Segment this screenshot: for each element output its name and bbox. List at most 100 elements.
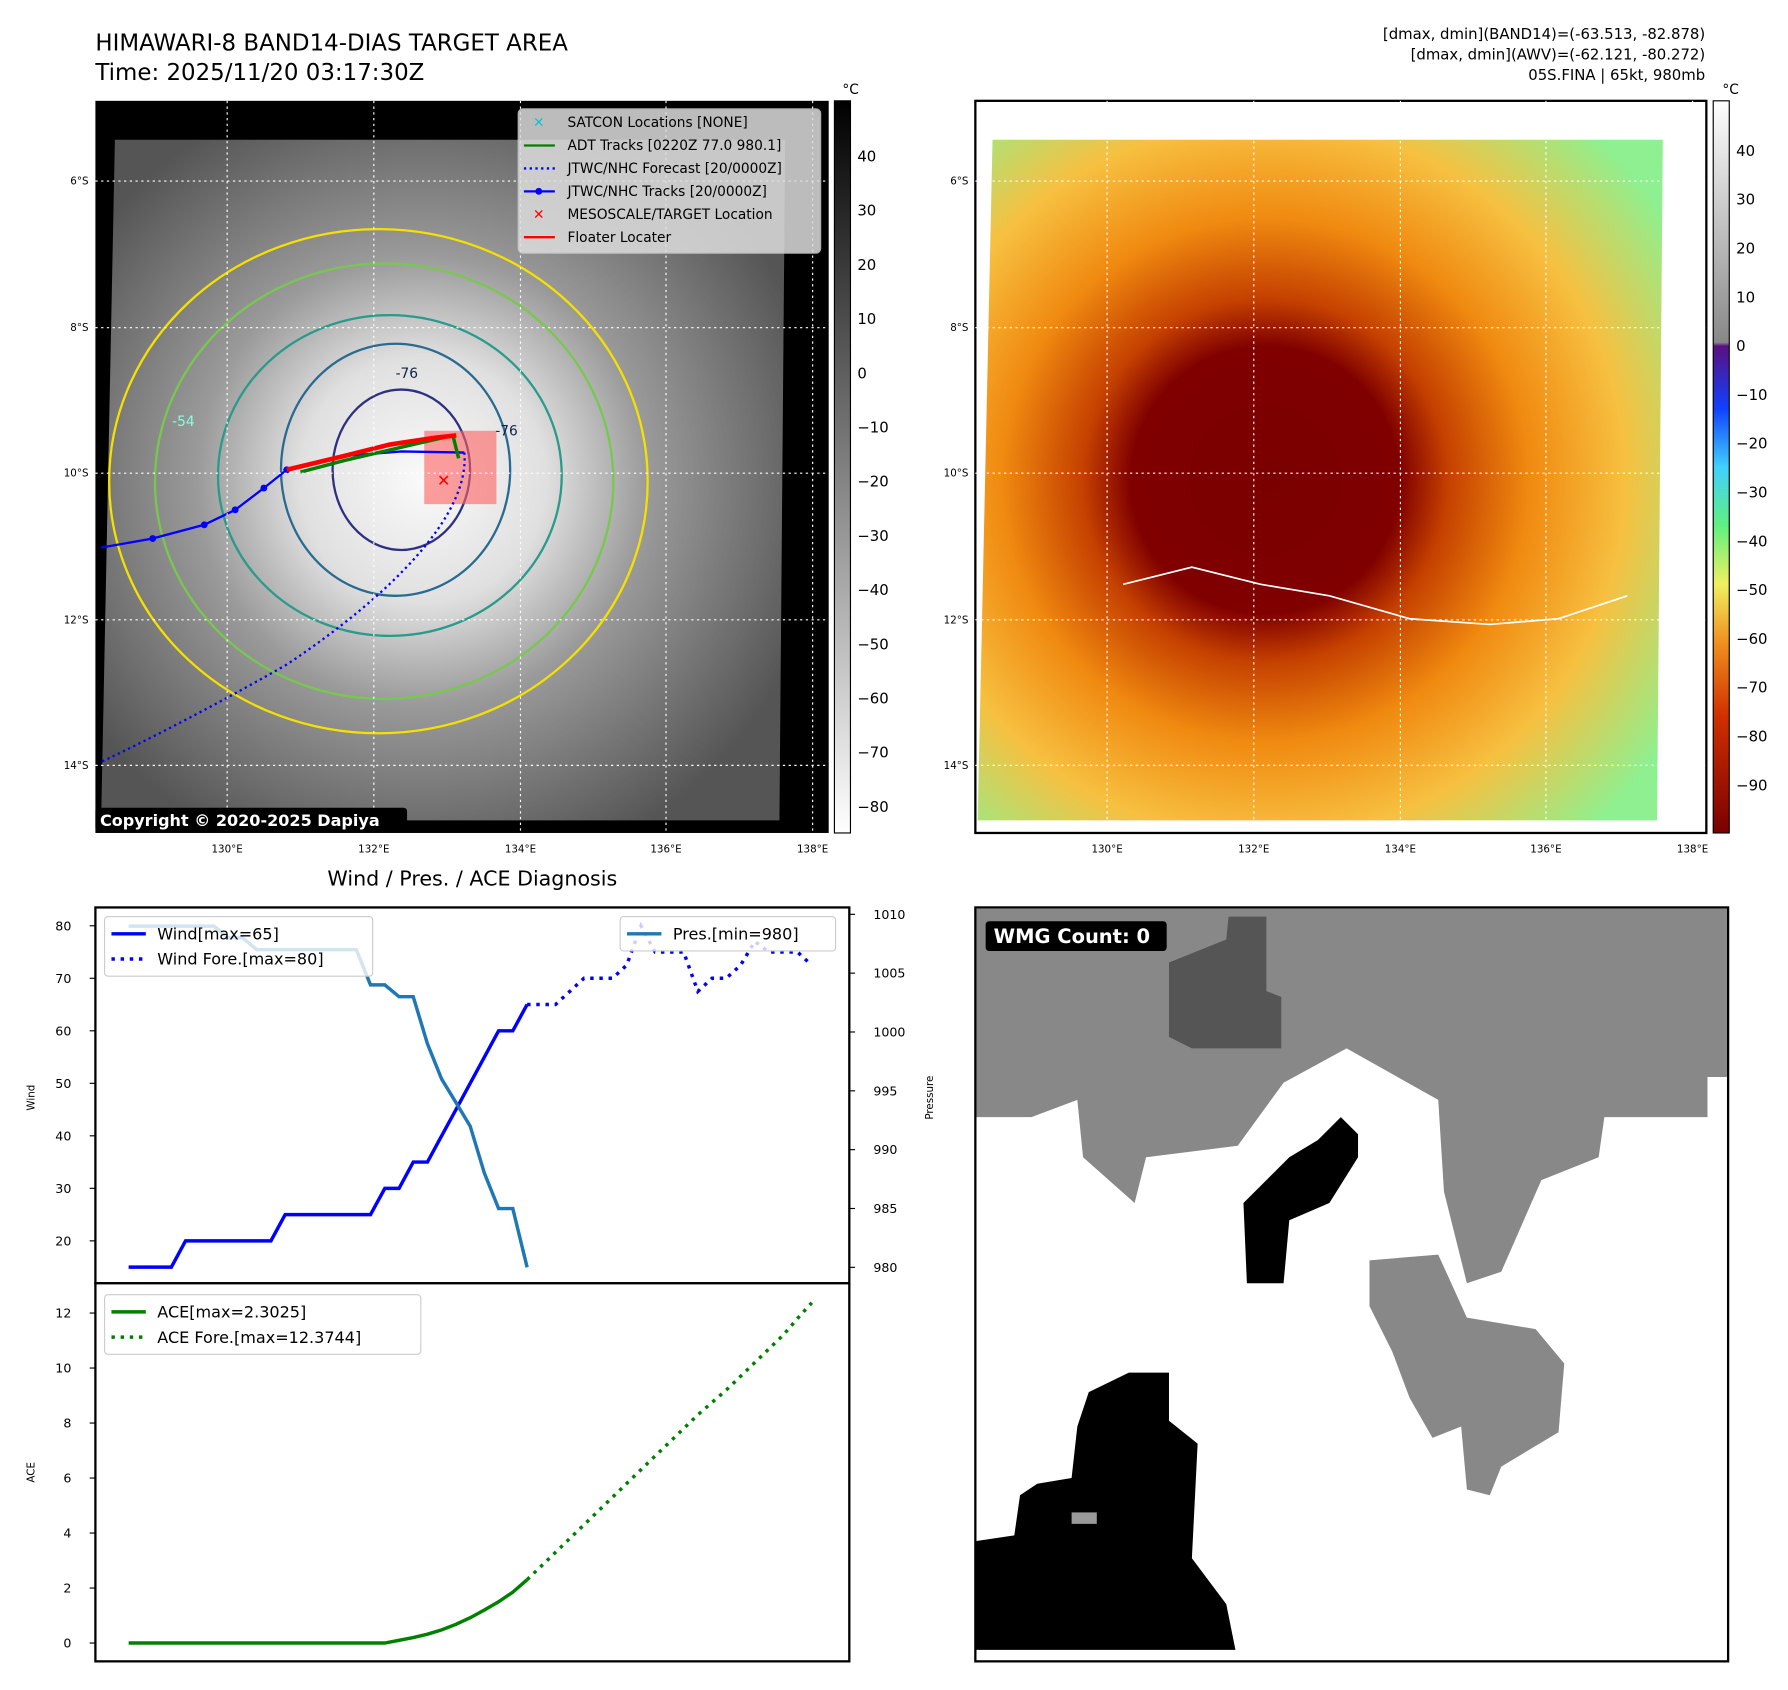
wind-tick-label: 80 xyxy=(55,918,71,933)
legend-label: JTWC/NHC Tracks [20/0000Z] xyxy=(566,184,766,200)
wind-tick-label: 40 xyxy=(55,1128,71,1143)
lon-tick-label: 132°E xyxy=(358,843,389,855)
lat-tick-label: 6°S xyxy=(950,175,968,187)
info-band14: [dmax, dmin](BAND14)=(-63.513, -82.878) xyxy=(1383,25,1705,43)
colorbar-right xyxy=(1712,100,1730,834)
legend-label: Wind[max=65] xyxy=(157,925,279,944)
copyright-box xyxy=(95,807,408,831)
target-marker-icon: ✕ xyxy=(437,471,450,490)
contour-label: -76 xyxy=(396,366,418,382)
colorbar-tick-label: −50 xyxy=(857,635,888,653)
pressure-tick-label: 1010 xyxy=(873,907,905,922)
wind-tick-label: 50 xyxy=(55,1076,71,1091)
wmg-region-gray xyxy=(1071,1512,1097,1524)
chart-legend xyxy=(103,1294,422,1355)
floater-box xyxy=(424,430,497,505)
wmg-region-gray xyxy=(976,908,1727,1284)
legend-label: Pres.[min=980] xyxy=(673,925,799,944)
info-awv: [dmax, dmin](AWV)=(-62.121, -80.272) xyxy=(1411,46,1706,64)
series-windline xyxy=(128,1003,529,1269)
ace-tick-label: 6 xyxy=(63,1471,71,1486)
colorbar-tick-label: 30 xyxy=(857,202,876,220)
ace-tick-label: 4 xyxy=(63,1526,71,1541)
ace-tick-label: 8 xyxy=(63,1416,71,1431)
coastline xyxy=(1122,566,1628,626)
pressure-axis-label: Pressure xyxy=(924,1076,936,1120)
figure-title: HIMAWARI-8 BAND14-DIAS TARGET AREA xyxy=(95,30,568,56)
ace-tick-label: 0 xyxy=(63,1636,71,1651)
forecast-track xyxy=(100,452,466,763)
wind-tick-label: 30 xyxy=(55,1181,71,1196)
lat-tick-label: 6°S xyxy=(70,175,88,187)
ir-map-panel: -54 -76 -76 ✕ ✕ SATCON Locations [NONE] AD… xyxy=(95,100,829,833)
floater-track xyxy=(286,433,457,472)
wind-axis-label: Wind xyxy=(26,1085,38,1111)
lon-tick-label: 136°E xyxy=(1530,843,1561,855)
colorbar-tick-label: −90 xyxy=(1736,776,1767,794)
colorbar-tick-label: −20 xyxy=(857,473,888,491)
satcon-marker-icon: ✕ xyxy=(533,115,545,131)
legend-label: Floater Locater xyxy=(567,230,671,246)
legend-label: JTWC/NHC Forecast [20/0000Z] xyxy=(566,161,781,177)
colorbar-tick-label: −50 xyxy=(1736,581,1767,599)
map-legend xyxy=(517,108,822,254)
colorbar-tick-label: −10 xyxy=(1736,386,1767,404)
wmg-count-label: WMG Count: 0 xyxy=(994,925,1150,948)
ace-tick-label: 10 xyxy=(55,1361,71,1376)
colorbar-tick-label: −10 xyxy=(857,419,888,437)
lat-tick-label: 10°S xyxy=(64,468,89,480)
colorbar-tick-label: −80 xyxy=(857,798,888,816)
lat-tick-label: 10°S xyxy=(944,468,969,480)
legend-label: Wind Fore.[max=80] xyxy=(157,950,323,969)
colorbar-tick-label: −70 xyxy=(1736,679,1767,697)
colorbar-right-unit: °C xyxy=(1722,82,1738,98)
colorbar-tick-label: −40 xyxy=(857,581,888,599)
copyright-text: Copyright © 2020-2025 Dapiya xyxy=(100,811,380,830)
adt-track xyxy=(300,433,461,474)
colorbar-tick-label: 30 xyxy=(1736,191,1755,209)
pressure-tick-label: 1005 xyxy=(873,966,905,981)
awv-map-panel xyxy=(974,99,1708,835)
colorbar-tick-label: 40 xyxy=(857,148,876,166)
legend-label: SATCON Locations [NONE] xyxy=(567,115,747,131)
colorbar-tick-label: 20 xyxy=(1736,239,1755,257)
chart-title: Wind / Pres. / ACE Diagnosis xyxy=(327,867,617,891)
wind-tick-label: 60 xyxy=(55,1023,71,1038)
pressure-tick-label: 990 xyxy=(873,1142,897,1157)
lon-tick-label: 136°E xyxy=(650,843,681,855)
wmg-region-dark xyxy=(1168,916,1282,1049)
colorbar-tick-label: 20 xyxy=(857,256,876,274)
colorbar-tick-label: −30 xyxy=(857,527,888,545)
info-storm: 05S.FINA | 65kt, 980mb xyxy=(1528,66,1705,84)
legend-label: ACE[max=2.3025] xyxy=(157,1303,306,1322)
colorbar-tick-label: −30 xyxy=(1736,483,1767,501)
colorbar-tick-label: 0 xyxy=(857,364,866,382)
time-label: Time: 2025/11/20 03:17:30Z xyxy=(94,60,424,86)
ace-tick-label: 12 xyxy=(55,1306,71,1321)
wmg-region-gray xyxy=(1369,1254,1565,1496)
awv-imagery xyxy=(977,139,1663,821)
lat-tick-label: 12°S xyxy=(944,614,969,626)
wmg-region-black xyxy=(976,1372,1236,1650)
wind-tick-label: 70 xyxy=(55,971,71,986)
colorbar-tick-label: 40 xyxy=(1736,142,1755,160)
ace-axis-label: ACE xyxy=(26,1462,38,1483)
legend-label: MESOSCALE/TARGET Location xyxy=(567,207,772,223)
lat-tick-label: 8°S xyxy=(950,322,968,334)
contour-label: -76 xyxy=(495,423,517,439)
colorbar-tick-label: −60 xyxy=(1736,630,1767,648)
colorbar-tick-label: −60 xyxy=(857,689,888,707)
lat-tick-label: 14°S xyxy=(64,760,89,772)
lon-tick-label: 138°E xyxy=(797,843,828,855)
wind-tick-label: 20 xyxy=(55,1233,71,1248)
lat-tick-label: 14°S xyxy=(944,760,969,772)
legend-label: ACE Fore.[max=12.3744] xyxy=(157,1328,361,1347)
pressure-tick-label: 1000 xyxy=(873,1025,905,1040)
pressure-tick-label: 980 xyxy=(873,1260,897,1275)
pressure-tick-label: 985 xyxy=(873,1201,897,1216)
series-ace-fore-line xyxy=(525,1301,814,1581)
colorbar-tick-label: 0 xyxy=(1736,337,1745,355)
lon-tick-label: 134°E xyxy=(1385,843,1416,855)
colorbar-left-unit: °C xyxy=(842,82,858,98)
